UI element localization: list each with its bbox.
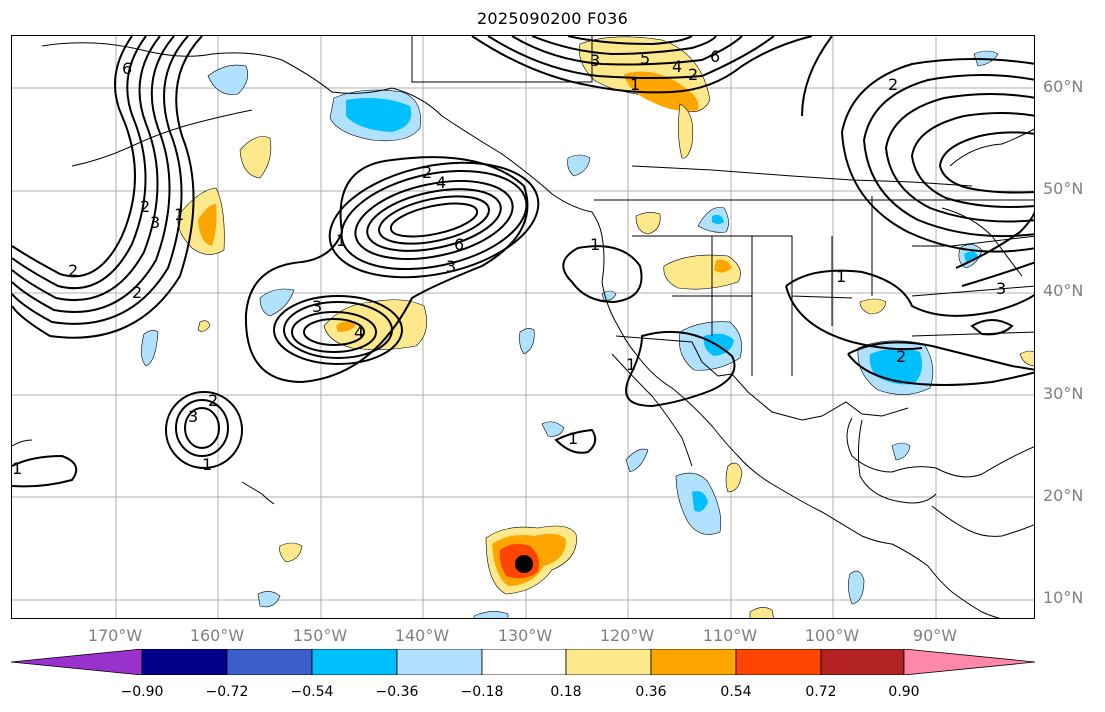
contour-label: 5 xyxy=(640,49,650,68)
lon-label: 110°W xyxy=(702,626,758,645)
colorbar-tick: −0.54 xyxy=(290,684,334,700)
lon-label: 150°W xyxy=(292,626,348,645)
colorbar xyxy=(11,649,1035,675)
colorbar-tick: 0.36 xyxy=(635,684,667,700)
contour-label: 2 xyxy=(208,391,218,410)
colorbar-tick: −0.36 xyxy=(375,684,419,700)
contour-label: 1 xyxy=(202,455,212,474)
contour-label: 2 xyxy=(422,163,432,182)
contour-label: 3 xyxy=(312,297,322,316)
colorbar-segment xyxy=(903,649,1035,675)
contour-label: 2 xyxy=(140,197,150,216)
lat-label: 50°N xyxy=(1043,179,1084,198)
storm-center-marker xyxy=(515,555,533,573)
colorbar-tick: −0.72 xyxy=(205,684,249,700)
contour-label: 1 xyxy=(336,231,346,250)
contour-label: 1 xyxy=(836,267,846,286)
colorbar-tick: 0.54 xyxy=(720,684,752,700)
contour-label: 6 xyxy=(454,235,464,254)
contour-label: 1 xyxy=(12,459,22,478)
contour-label: 2 xyxy=(68,261,78,280)
contour-labels: 6 2 2 3 1 2 3 5 4 1 6 2 2 4 6 3 1 3 4 1 … xyxy=(12,47,1006,478)
lon-label: 120°W xyxy=(599,626,655,645)
lat-label: 30°N xyxy=(1043,384,1084,403)
map-title: 2025090200 F036 xyxy=(476,9,629,28)
colorbar-segment xyxy=(141,649,228,675)
lat-label: 10°N xyxy=(1043,588,1084,607)
lat-label: 60°N xyxy=(1043,77,1084,96)
colorbar-tick: 0.72 xyxy=(805,684,837,700)
map-canvas: 6 2 2 3 1 2 3 5 4 1 6 2 2 4 6 3 1 3 4 1 … xyxy=(12,36,1034,618)
contour-label: 4 xyxy=(672,57,682,76)
lat-label: 40°N xyxy=(1043,281,1084,300)
contour-label: 4 xyxy=(354,323,364,342)
colorbar-segment xyxy=(735,649,822,675)
contour-label: 1 xyxy=(568,429,578,448)
colorbar-segment xyxy=(650,649,737,675)
map-panel: 6 2 2 3 1 2 3 5 4 1 6 2 2 4 6 3 1 3 4 1 … xyxy=(11,35,1035,619)
contour-lines xyxy=(12,36,1034,488)
contour-label: 1 xyxy=(590,235,600,254)
colorbar-tick: 0.90 xyxy=(888,684,920,700)
anomaly-shading xyxy=(141,36,1034,618)
lon-label: 90°W xyxy=(912,626,958,645)
colorbar-segment xyxy=(565,649,652,675)
contour-label: 3 xyxy=(446,257,456,276)
contour-label: 2 xyxy=(888,75,898,94)
contour-label: 3 xyxy=(996,279,1006,298)
lon-label: 100°W xyxy=(804,626,860,645)
colorbar-tick: 0.18 xyxy=(550,684,582,700)
colorbar-segment xyxy=(311,649,398,675)
colorbar-tick: −0.90 xyxy=(120,684,164,700)
contour-label: 6 xyxy=(122,59,132,78)
contour-label: 2 xyxy=(896,347,906,366)
lat-label: 20°N xyxy=(1043,486,1084,505)
contour-label: 3 xyxy=(188,407,198,426)
lon-label: 130°W xyxy=(497,626,553,645)
colorbar-segment xyxy=(11,649,143,675)
contour-label: 3 xyxy=(590,51,600,70)
contour-label: 1 xyxy=(174,205,184,224)
contour-label: 2 xyxy=(688,65,698,84)
contour-label: 1 xyxy=(626,355,636,374)
colorbar-segment xyxy=(481,649,567,675)
contour-label: 2 xyxy=(132,283,142,302)
colorbar-segment xyxy=(396,649,483,675)
lon-label: 160°W xyxy=(189,626,245,645)
contour-label: 1 xyxy=(630,75,640,94)
contour-label: 6 xyxy=(710,47,720,66)
contour-label: 4 xyxy=(436,173,446,192)
colorbar-segment xyxy=(820,649,905,675)
colorbar-tick: −0.18 xyxy=(460,684,504,700)
lon-label: 140°W xyxy=(394,626,450,645)
coastlines xyxy=(12,36,1034,618)
contour-label: 3 xyxy=(150,213,160,232)
colorbar-segment xyxy=(226,649,313,675)
lon-label: 170°W xyxy=(87,626,143,645)
